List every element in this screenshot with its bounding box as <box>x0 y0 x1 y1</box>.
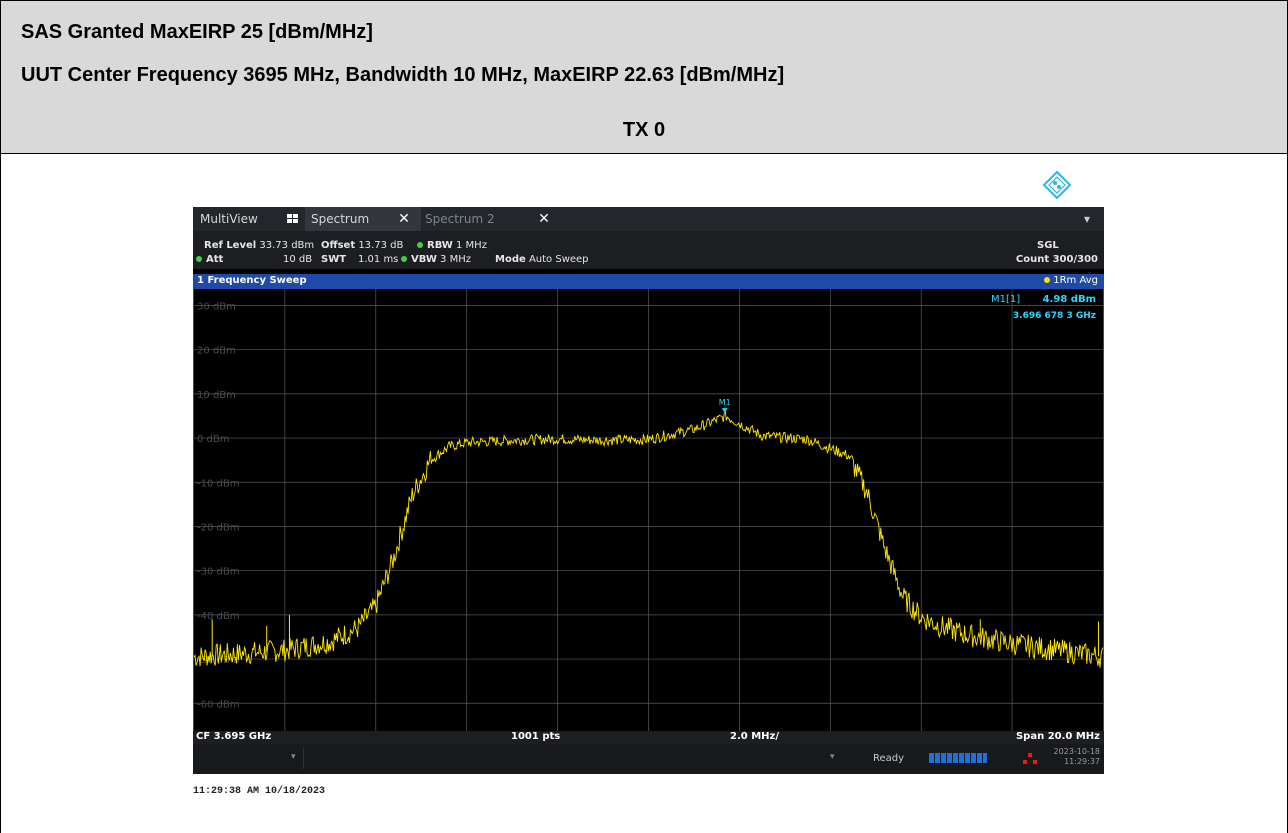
tab-spectrum-2[interactable]: Spectrum 2 <box>425 212 495 226</box>
trace-group <box>194 409 1103 668</box>
rbw-value: 1 MHz <box>456 240 487 251</box>
sweep-count: Count 300/300 <box>1015 254 1098 265</box>
close-spectrum-tab-icon[interactable]: ✕ <box>398 211 410 227</box>
spectrum-plot[interactable]: 30 dBm 20 dBm 10 dBm 0 dBm -10 dBm -20 dBm -30… <box>194 289 1103 731</box>
status-ready: Ready <box>873 753 905 764</box>
vbw-coupled-icon <box>401 256 407 262</box>
swt-value: 1.01 ms <box>358 254 399 265</box>
center-frequency: CF 3.695 GHz <box>196 731 272 742</box>
marker-m1-triangle <box>721 408 728 414</box>
trace-label-text: 1Rm Avg <box>1053 275 1098 286</box>
trace-label: 1Rm Avg <box>1044 275 1098 286</box>
network-alert-icon <box>1023 753 1037 764</box>
plot-frame <box>193 289 1104 740</box>
tab-spectrum[interactable]: Spectrum <box>305 207 421 231</box>
frequency-axis-bar: CF 3.695 GHz 1001 pts 2.0 MHz/ Span 20.0… <box>193 731 1104 744</box>
mode-label: Mode <box>495 254 526 265</box>
marker-m1-label: M1 <box>719 398 731 407</box>
tab-bar: MultiView Spectrum ✕ Spectrum 2 ✕ ▾ <box>193 207 1104 231</box>
y-tick-label: -30 dBm <box>197 567 239 578</box>
trace-1-line <box>194 409 1103 668</box>
offset-value: 13.73 dB <box>358 240 404 251</box>
y-tick-label: -20 dBm <box>197 522 239 533</box>
tx-header: TX 0 <box>0 107 1288 154</box>
y-tick-label: -40 dBm <box>197 611 239 622</box>
att-label: Att <box>206 254 224 265</box>
status-date: 2023-10-18 <box>1053 747 1101 756</box>
status-left-panel[interactable]: ▾ <box>193 747 304 769</box>
tx-label: TX 0 <box>622 119 666 141</box>
frequency-per-division: 2.0 MHz/ <box>730 731 779 742</box>
multiview-grid-icon <box>287 214 298 223</box>
status-dropdown-left-icon[interactable]: ▾ <box>291 752 296 762</box>
y-tick-label: -10 dBm <box>197 478 239 489</box>
header-line-uut: UUT Center Frequency 3695 MHz, Bandwidth… <box>21 64 785 86</box>
y-tick-label: 10 dBm <box>197 390 236 401</box>
marker-readout-name: M1[1] <box>991 294 1020 305</box>
tab-dropdown-icon[interactable]: ▾ <box>1083 212 1091 226</box>
sweep-progress-bar <box>929 753 987 763</box>
att-value: 10 dB <box>283 254 313 265</box>
ref-level-value: 33.73 dBm <box>259 240 315 251</box>
ref-level-label: Ref Level <box>204 240 257 251</box>
marker-readout-freq: 3.696 678 3 GHz <box>1013 311 1096 321</box>
offset-label: Offset <box>321 240 356 251</box>
y-tick-label: -60 dBm <box>197 699 239 710</box>
marker-readout-level: 4.98 dBm <box>1043 294 1096 305</box>
y-tick-label: 0 dBm <box>197 434 230 445</box>
rbw-coupled-icon <box>417 242 423 248</box>
tab-multiview[interactable]: MultiView <box>200 212 258 226</box>
sweep-points: 1001 pts <box>511 731 561 742</box>
spectrum-analyzer-screen: MultiView Spectrum ✕ Spectrum 2 ✕ ▾ Ref … <box>193 207 1104 774</box>
spikes-group <box>211 614 1099 657</box>
diagram-title: 1 Frequency Sweep <box>197 275 307 286</box>
swt-label: SWT <box>321 254 347 265</box>
y-tick-label: 20 dBm <box>197 346 236 357</box>
plot-grid <box>194 289 1103 731</box>
status-bar: ▾ ▾ Ready 2023-10-18 11:29:37 <box>193 744 1104 774</box>
close-spectrum2-tab-icon[interactable]: ✕ <box>538 211 550 227</box>
vbw-value: 3 MHz <box>440 254 471 265</box>
vbw-label: VBW <box>411 254 437 265</box>
sweep-progress-fill <box>929 753 987 763</box>
status-time: 11:29:37 <box>1064 757 1100 766</box>
rohde-schwarz-logo-icon <box>1042 170 1072 200</box>
header-line-granted: SAS Granted MaxEIRP 25 [dBm/MHz] <box>21 21 373 43</box>
y-tick-label: 30 dBm <box>197 301 236 312</box>
sgl-indicator: SGL <box>1037 240 1059 251</box>
marker-group: M1 <box>719 398 731 414</box>
trace-color-icon <box>1044 277 1051 283</box>
frequency-span: Span 20.0 MHz <box>1015 731 1100 742</box>
capture-timestamp: 11:29:38 AM 10/18/2023 <box>193 786 326 797</box>
att-coupled-icon <box>196 256 202 262</box>
mode-value: Auto Sweep <box>528 254 589 265</box>
diagram-title-bar: 1 Frequency Sweep 1Rm Avg <box>193 274 1104 289</box>
rbw-label: RBW <box>427 240 453 251</box>
settings-bar[interactable]: Ref Level 33.73 dBm Offset 13.73 dB RBW … <box>193 231 1104 269</box>
status-dropdown-right-icon[interactable]: ▾ <box>830 752 835 762</box>
header-box: SAS Granted MaxEIRP 25 [dBm/MHz] UUT Cen… <box>0 0 1288 108</box>
